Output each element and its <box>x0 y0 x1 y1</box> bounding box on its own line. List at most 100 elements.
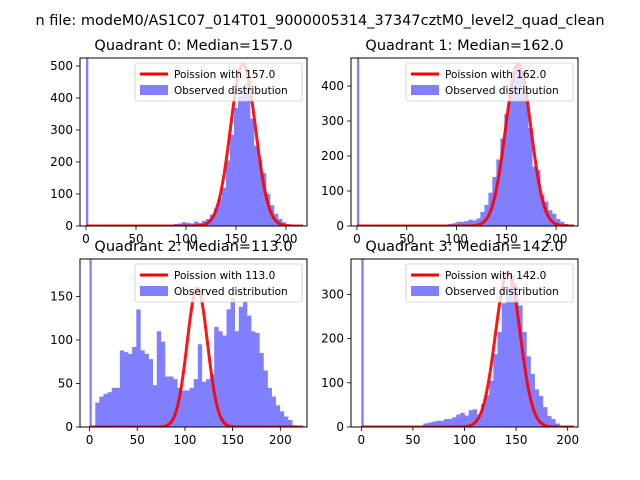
legend-bar-swatch <box>411 85 439 95</box>
x-tick-label: 100 <box>453 433 476 447</box>
axes-frame <box>79 57 308 227</box>
y-tick-label: 300 <box>321 114 344 128</box>
x-tick-label: 200 <box>275 232 298 246</box>
x-tick-label: 150 <box>495 232 518 246</box>
legend-label-observed: Observed distribution <box>445 286 559 298</box>
histogram-bar <box>480 212 485 226</box>
histogram-bar <box>540 194 545 226</box>
histogram-bar <box>481 404 486 427</box>
y-tick-label: 0 <box>336 420 344 434</box>
histogram-bar <box>468 219 473 226</box>
x-tick-label: 100 <box>445 232 468 246</box>
legend-bar-swatch <box>140 286 168 296</box>
histogram-bar <box>119 350 125 427</box>
histogram-bar <box>524 89 529 226</box>
histogram-bar <box>443 419 449 427</box>
histogram-bar <box>275 405 281 427</box>
y-tick-label: 500 <box>50 59 73 73</box>
histogram-bar <box>111 387 117 427</box>
histogram-bar <box>259 353 264 427</box>
histogram-bar <box>246 82 251 226</box>
histogram-bar <box>508 91 513 226</box>
quadrant-3-panel: 0 50 100 150 200 0 100 200 300 Quadrant 3: Median… <box>321 239 579 447</box>
histogram-bar <box>186 222 191 226</box>
x-tick-label: 50 <box>128 232 143 246</box>
y-tick-label: 200 <box>321 149 344 163</box>
histogram-bar <box>267 387 272 427</box>
histogram-bar <box>193 379 199 427</box>
histogram-bar <box>230 298 236 427</box>
histogram-bar <box>251 331 256 427</box>
histogram-bar <box>86 58 89 226</box>
legend-box <box>134 263 303 303</box>
axes-frame <box>350 57 579 227</box>
histogram-bar <box>271 396 277 427</box>
histogram-bar <box>242 85 247 226</box>
y-tick-label: 50 <box>58 376 73 390</box>
histogram-bar <box>89 259 92 427</box>
histogram-bar <box>164 376 170 427</box>
histogram-bar <box>505 287 511 427</box>
histogram-bar <box>439 420 445 427</box>
histogram-bar <box>107 392 112 427</box>
histogram-bar <box>136 309 141 427</box>
y-tick-label: 100 <box>321 184 344 198</box>
histogram-bar <box>160 341 166 427</box>
histogram-bar <box>103 393 108 427</box>
x-tick-label: 150 <box>225 232 248 246</box>
y-tick-label: 0 <box>65 219 73 233</box>
histogram-bar <box>148 359 153 427</box>
histogram-bar <box>99 396 104 427</box>
histogram-bar <box>189 387 194 427</box>
x-tick-label: 200 <box>545 232 568 246</box>
histogram-bar <box>551 419 556 427</box>
quadrant-0-panel: 0 50 100 150 200 0 100 200 300 400 500 Quadrant 0: … <box>50 38 308 246</box>
histogram-bar <box>247 315 252 427</box>
histogram-bar <box>230 134 235 226</box>
histogram-bar <box>556 219 561 226</box>
histogram-bar <box>234 107 239 226</box>
histogram-bar <box>214 326 219 427</box>
quadrant-title: Quadrant 3: Median=142.0 <box>365 239 563 255</box>
histogram-bar <box>288 420 293 427</box>
histogram-bar <box>222 187 227 226</box>
histogram-bar <box>115 387 121 427</box>
histogram-bar <box>123 352 129 427</box>
histogram-bar <box>472 409 478 427</box>
histogram-bar <box>555 423 560 427</box>
y-tick-label: 400 <box>321 79 344 93</box>
histogram-bar <box>532 166 537 226</box>
histogram-bar <box>456 414 461 427</box>
quadrant-title: Quadrant 2: Median=113.0 <box>94 239 292 255</box>
histogram-bar <box>497 331 502 427</box>
histogram-bar <box>95 402 100 427</box>
histogram-bar <box>534 389 540 427</box>
histogram-bar <box>472 220 477 226</box>
legend-box <box>405 62 574 102</box>
x-tick-label: 50 <box>399 232 414 246</box>
histogram-bar <box>560 221 565 226</box>
legend-box <box>405 263 574 303</box>
histogram-bar <box>182 222 187 226</box>
poisson-fit-line <box>360 270 575 427</box>
histogram-bar <box>242 300 248 427</box>
histogram-bar <box>194 221 199 226</box>
histogram-bar <box>177 387 182 427</box>
histogram-bar <box>205 379 211 427</box>
x-tick-label: 200 <box>269 433 292 447</box>
histogram-bar <box>501 303 507 427</box>
x-tick-label: 0 <box>86 433 94 447</box>
x-tick-label: 50 <box>130 433 145 447</box>
histogram-bar <box>530 373 535 427</box>
histogram-bar <box>431 421 436 427</box>
histogram-bar <box>226 160 231 226</box>
quadrant-2-panel: 0 50 100 150 200 0 50 100 150 Quadrant 2: Median=… <box>50 239 308 447</box>
histogram-bar <box>356 58 360 226</box>
x-tick-label: 100 <box>175 232 198 246</box>
histogram-bar <box>144 353 149 427</box>
x-tick-label: 0 <box>357 433 365 447</box>
histogram-bar <box>536 170 541 226</box>
legend-label-observed: Observed distribution <box>445 85 559 97</box>
histogram-bar <box>222 335 227 427</box>
